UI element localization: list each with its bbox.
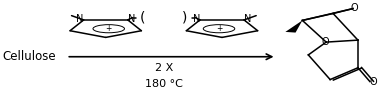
Text: +: + <box>216 24 222 33</box>
Text: O: O <box>350 3 358 13</box>
Text: N: N <box>244 14 251 24</box>
Text: ): ) <box>182 11 187 25</box>
Text: 2 X: 2 X <box>155 63 173 73</box>
Text: 180 °C: 180 °C <box>145 79 183 89</box>
Text: N: N <box>76 14 84 24</box>
Text: (: ( <box>140 11 146 25</box>
Text: N: N <box>192 14 200 24</box>
Text: O: O <box>321 37 329 47</box>
Text: O: O <box>369 77 376 87</box>
Text: Cellulose: Cellulose <box>3 50 56 63</box>
Text: N: N <box>128 14 135 24</box>
Polygon shape <box>285 20 302 33</box>
Text: +: + <box>105 24 112 33</box>
